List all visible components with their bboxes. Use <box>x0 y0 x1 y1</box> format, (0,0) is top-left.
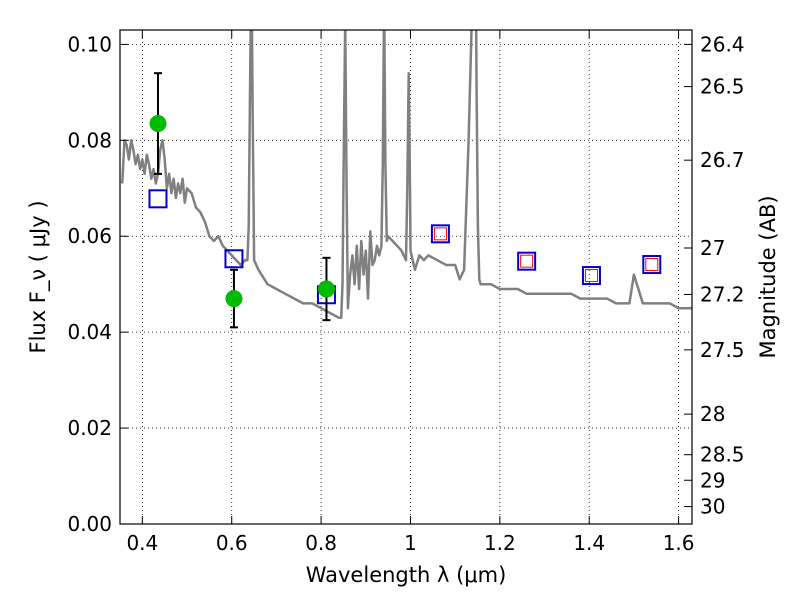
observed-point <box>149 115 167 133</box>
model-photometry-square <box>517 251 537 271</box>
x-tick-label: 0.4 <box>126 531 158 555</box>
y-tick-labels: 0.00 0.02 0.04 0.06 0.08 0.10 <box>67 32 112 536</box>
magnitude-tick-label: 28.5 <box>700 443 745 467</box>
inner-square-marker <box>584 269 598 283</box>
model-photometry-square <box>148 189 168 209</box>
magnitude-tick-label: 26.5 <box>700 75 745 99</box>
inner-square-marker <box>520 254 534 268</box>
plot-area <box>120 30 692 329</box>
x-tick-label: 1.2 <box>484 531 516 555</box>
magnitude-tick-label: 29 <box>700 468 725 492</box>
x-tick-label: 1.4 <box>573 531 605 555</box>
magnitude-tick-label: 27.5 <box>700 338 745 362</box>
magnitude-tick-label: 26.4 <box>700 32 745 56</box>
model-photometry-square <box>581 266 601 286</box>
x-axis-label: Wavelength λ (μm) <box>306 563 507 587</box>
axis-ticks <box>120 30 692 525</box>
inner-square-marker <box>433 227 447 241</box>
y-tick-label: 0.06 <box>67 224 112 248</box>
observed-point <box>225 290 243 308</box>
x-tick-label: 0.6 <box>216 531 248 555</box>
observed-point <box>317 280 335 298</box>
inner-square-marker <box>645 258 659 272</box>
y-tick-label: 0.04 <box>67 320 112 344</box>
magnitude-tick-label: 30 <box>700 495 725 519</box>
model-photometry-square <box>430 224 450 244</box>
magnitude-tick-label: 26.7 <box>700 148 745 172</box>
y-axis-label: Flux F_ν ( μJy ) <box>26 200 51 353</box>
x-tick-label: 0.8 <box>305 531 337 555</box>
grid-lines <box>120 30 692 525</box>
x-tick-labels: 0.4 0.6 0.8 1 1.2 1.4 1.6 <box>126 531 694 555</box>
y-tick-label: 0.02 <box>67 416 112 440</box>
magnitude-tick-label: 28 <box>700 402 725 426</box>
model-photometry-square <box>224 249 244 269</box>
y-tick-label: 0.08 <box>67 128 112 152</box>
right-axis-label: Magnitude (AB) <box>756 195 780 358</box>
y-tick-label: 0.10 <box>67 32 112 56</box>
y-tick-label: 0.00 <box>67 512 112 536</box>
model-spectrum-line <box>120 30 692 320</box>
x-tick-label: 1 <box>404 531 417 555</box>
model-photometry-square <box>642 255 662 275</box>
magnitude-tick-label: 27 <box>700 236 725 260</box>
plot-frame <box>119 29 693 525</box>
magnitude-tick-label: 27.2 <box>700 282 745 306</box>
x-tick-label: 1.6 <box>663 531 695 555</box>
magnitude-tick-labels: 26.4 26.5 26.7 27 27.2 27.5 28 28.529 30 <box>700 32 745 518</box>
